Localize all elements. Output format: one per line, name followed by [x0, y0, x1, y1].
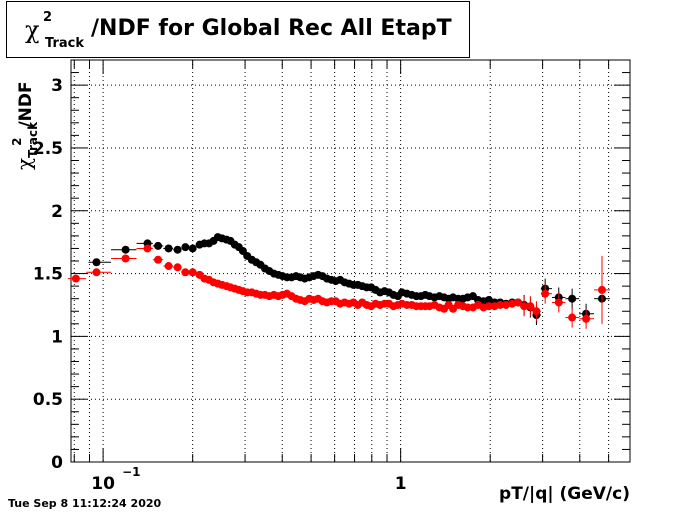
data-point	[568, 294, 577, 303]
x-tick-label: 1	[395, 474, 407, 494]
data-point	[526, 302, 535, 311]
data-point	[502, 300, 511, 309]
data-point	[514, 298, 523, 307]
data-point	[92, 268, 101, 277]
timestamp: Tue Sep 8 11:12:24 2020	[8, 497, 162, 510]
ylabel-superscript: 2	[10, 137, 24, 146]
data-point	[92, 258, 101, 267]
data-point	[188, 244, 197, 253]
data-point	[154, 255, 163, 264]
title-superscript: 2	[43, 10, 53, 25]
y-tick-label: 1.5	[33, 265, 63, 285]
data-point	[121, 245, 130, 254]
y-tick-label: 0.5	[33, 390, 63, 410]
data-point	[181, 243, 190, 252]
data-point	[71, 274, 80, 283]
chart-title-box: χ 2 Track /NDF for Global Rec All EtapT	[6, 1, 470, 58]
y-tick-label: 1	[51, 327, 63, 347]
x-tick-exponent: −1	[122, 465, 140, 479]
data-point	[164, 244, 173, 253]
title-chi-symbol: χ	[25, 16, 40, 44]
data-point	[541, 289, 550, 298]
x-tick-label: 10	[91, 474, 115, 494]
ylabel-chi: χ	[12, 157, 36, 170]
data-point	[532, 307, 541, 316]
data-point	[484, 302, 493, 311]
x-axis-label: pT/|q| (GeV/c)	[499, 484, 630, 504]
data-point	[520, 302, 529, 311]
plot-frame	[70, 59, 631, 463]
data-point	[568, 313, 577, 322]
data-point	[496, 300, 505, 309]
data-point	[173, 245, 182, 254]
data-point	[188, 268, 197, 277]
data-point	[173, 263, 182, 272]
chart-title: /NDF for Global Rec All EtapT	[91, 16, 452, 41]
y-tick-label: 2.5	[33, 139, 63, 159]
data-point	[582, 314, 591, 323]
y-tick-label: 2	[51, 202, 63, 222]
y-tick-label: 3	[51, 76, 63, 96]
y-axis-label: χTrack2/NDF	[10, 60, 52, 170]
title-subscript: Track	[45, 36, 84, 51]
data-point	[554, 298, 563, 307]
data-point	[121, 254, 130, 263]
data-point	[164, 262, 173, 271]
data-point	[154, 241, 163, 250]
data-point	[597, 285, 606, 294]
ylabel-text: /NDF	[16, 81, 36, 128]
ylabel-subscript: Track	[26, 121, 40, 158]
data-point	[181, 268, 190, 277]
data-point	[143, 244, 152, 253]
y-tick-label: 0	[51, 453, 63, 473]
